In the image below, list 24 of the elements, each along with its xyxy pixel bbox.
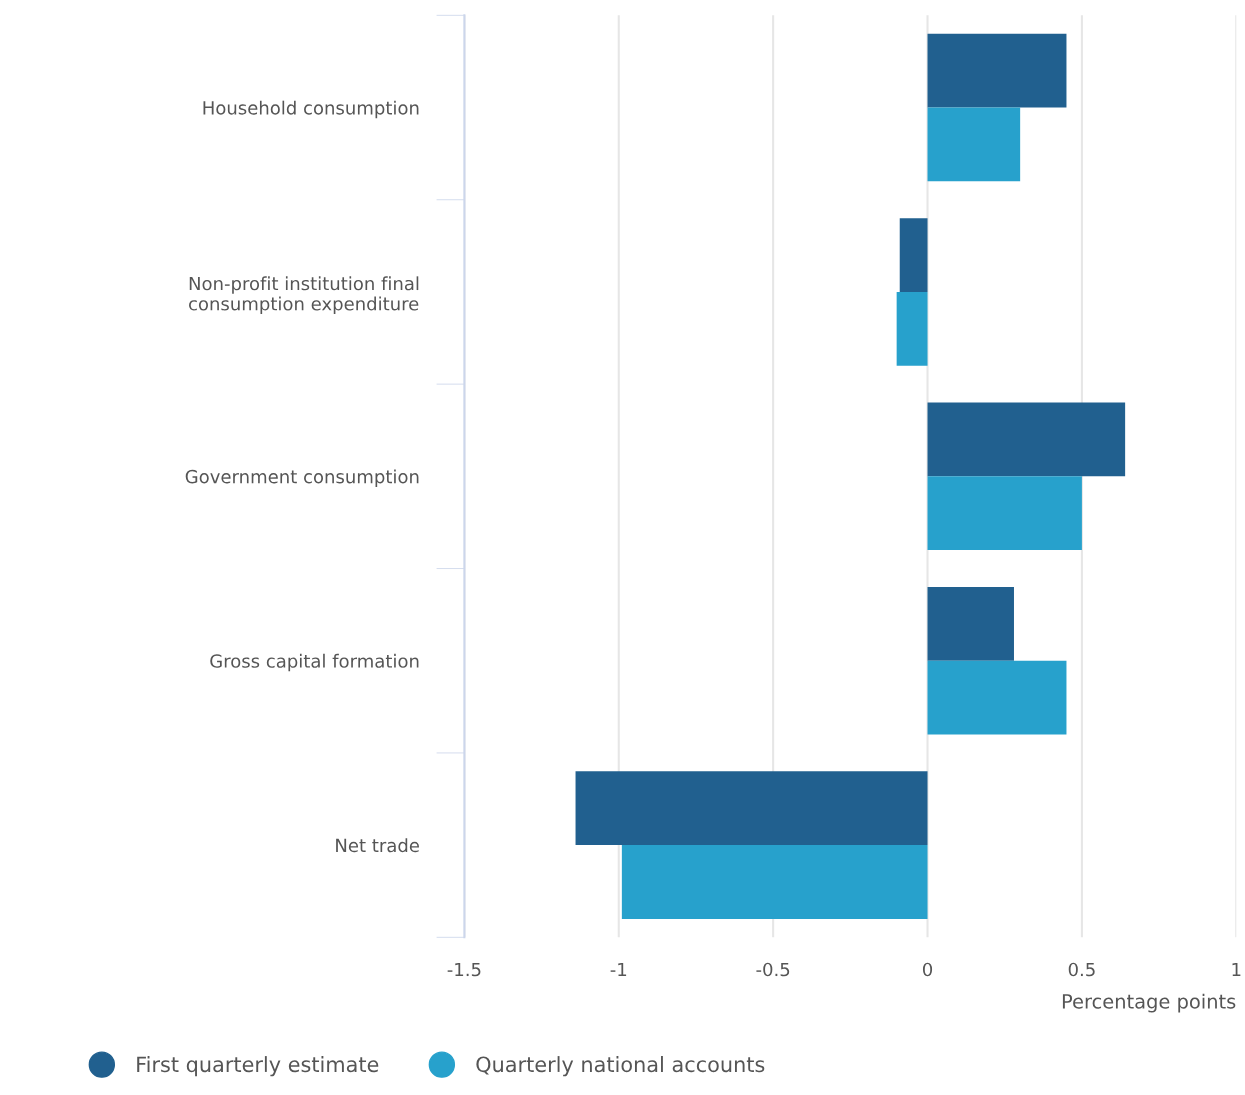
- bar: [927, 33, 1067, 108]
- y-tick-label: Gross capital formation: [210, 653, 419, 672]
- bar: [927, 107, 1021, 182]
- bar: [575, 771, 928, 846]
- legend-label: Quarterly national accounts: [476, 1056, 765, 1077]
- legend-label: First quarterly estimate: [137, 1056, 379, 1077]
- y-tick-label: Household consumption: [203, 100, 419, 119]
- x-tick-label: 1: [1232, 962, 1241, 977]
- x-tick-label: -1.5: [447, 962, 481, 977]
- x-tick-label: -1: [610, 962, 627, 977]
- x-tick-label: -0.5: [756, 962, 790, 977]
- y-tick-label: Non-profit institution final consumption expenditure: [189, 276, 419, 315]
- bar: [896, 291, 928, 366]
- x-tick-label: 0: [922, 962, 933, 977]
- y-tick-label: Net trade: [336, 838, 419, 853]
- bar: [927, 476, 1082, 551]
- bar: [899, 218, 928, 292]
- x-axis-title: Percentage points: [1062, 993, 1236, 1013]
- bar: [927, 402, 1126, 477]
- bar: [621, 845, 928, 919]
- bar: [927, 660, 1067, 735]
- x-tick-label: 0.5: [1068, 962, 1095, 977]
- bar: [927, 586, 1014, 661]
- y-tick-label: Government consumption: [185, 469, 419, 487]
